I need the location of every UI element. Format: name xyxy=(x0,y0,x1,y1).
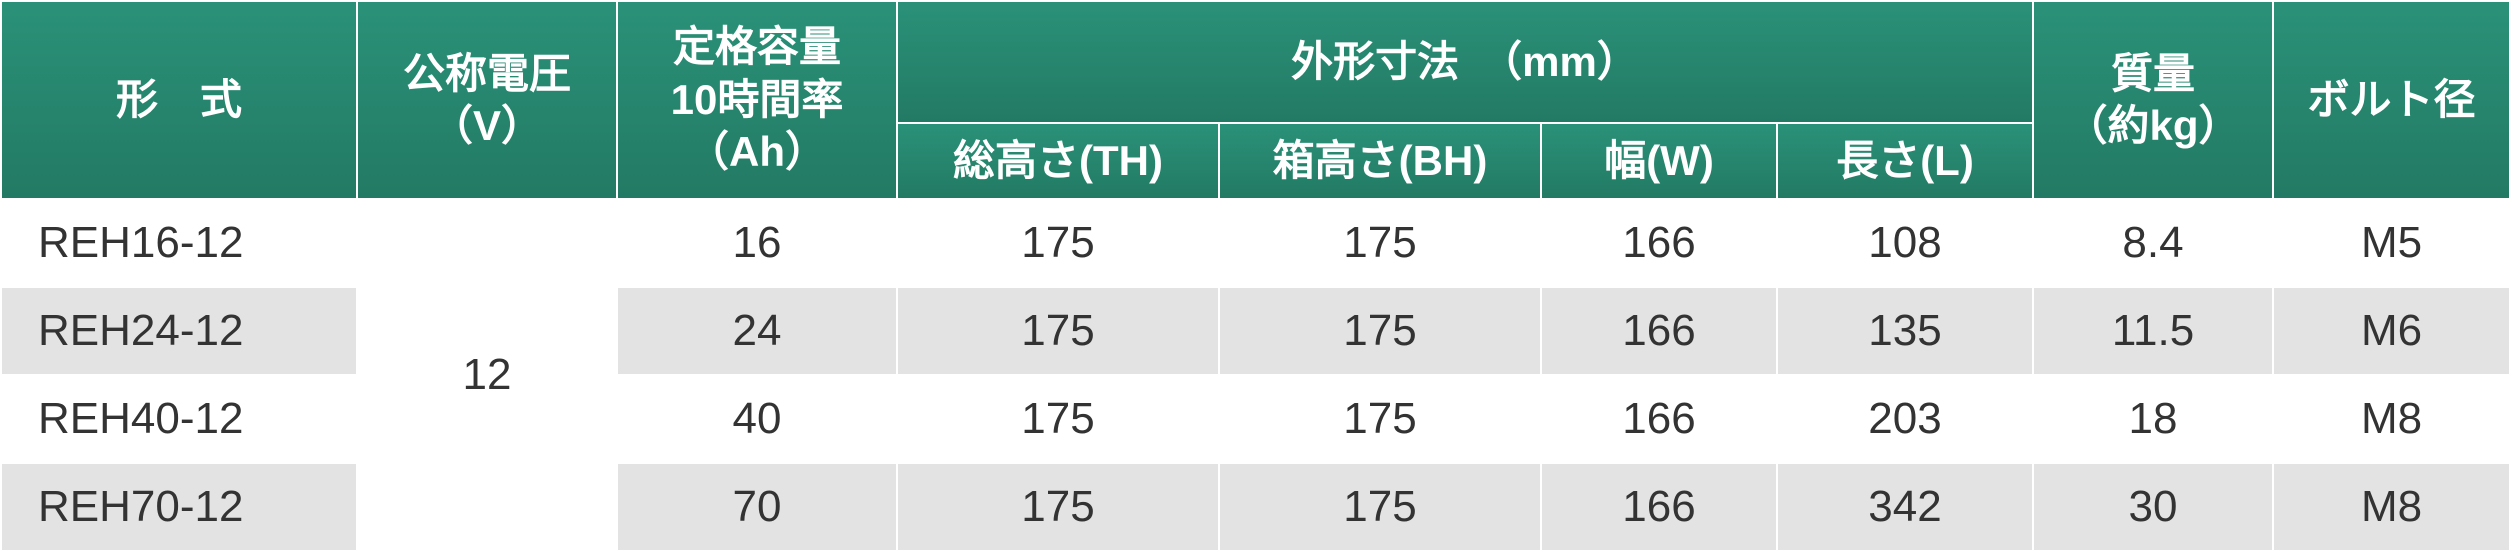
cell-model: REH16-12 xyxy=(1,199,357,287)
table-row: REH16-12 12 16 175 175 166 108 8.4 M5 xyxy=(1,199,2509,287)
cell-mass: 18 xyxy=(2033,375,2273,463)
col-header-dimensions-group: 外形寸法 （mm） xyxy=(897,1,2033,123)
col-header-bh: 箱高さ(BH) xyxy=(1219,123,1541,199)
cell-l: 108 xyxy=(1777,199,2033,287)
cell-th: 175 xyxy=(897,375,1219,463)
cell-l: 203 xyxy=(1777,375,2033,463)
col-header-bolt: ボルト径 xyxy=(2273,1,2509,199)
cell-bolt: M8 xyxy=(2273,375,2509,463)
cell-capacity: 40 xyxy=(617,375,897,463)
cell-bolt: M6 xyxy=(2273,287,2509,375)
cell-model: REH70-12 xyxy=(1,463,357,551)
cell-bolt: M5 xyxy=(2273,199,2509,287)
cell-l: 342 xyxy=(1777,463,2033,551)
cell-mass: 8.4 xyxy=(2033,199,2273,287)
cell-bh: 175 xyxy=(1219,463,1541,551)
col-header-voltage: 公称電圧（V） xyxy=(357,1,617,199)
cell-th: 175 xyxy=(897,463,1219,551)
cell-capacity: 16 xyxy=(617,199,897,287)
cell-capacity: 24 xyxy=(617,287,897,375)
cell-mass: 30 xyxy=(2033,463,2273,551)
cell-w: 166 xyxy=(1541,199,1777,287)
cell-bh: 175 xyxy=(1219,375,1541,463)
cell-bolt: M8 xyxy=(2273,463,2509,551)
cell-th: 175 xyxy=(897,199,1219,287)
col-header-mass: 質量（約kg） xyxy=(2033,1,2273,199)
cell-w: 166 xyxy=(1541,375,1777,463)
battery-spec-table: 形 式 公称電圧（V） 定格容量10時間率（Ah） 外形寸法 （mm） 質量（約… xyxy=(0,0,2509,552)
col-header-l: 長さ(L) xyxy=(1777,123,2033,199)
cell-model: REH24-12 xyxy=(1,287,357,375)
col-header-w: 幅(W) xyxy=(1541,123,1777,199)
cell-bh: 175 xyxy=(1219,287,1541,375)
cell-w: 166 xyxy=(1541,463,1777,551)
col-header-th: 総高さ(TH) xyxy=(897,123,1219,199)
col-header-capacity: 定格容量10時間率（Ah） xyxy=(617,1,897,199)
cell-l: 135 xyxy=(1777,287,2033,375)
cell-capacity: 70 xyxy=(617,463,897,551)
col-header-model: 形 式 xyxy=(1,1,357,199)
cell-mass: 11.5 xyxy=(2033,287,2273,375)
cell-voltage: 12 xyxy=(357,199,617,551)
cell-w: 166 xyxy=(1541,287,1777,375)
cell-bh: 175 xyxy=(1219,199,1541,287)
cell-model: REH40-12 xyxy=(1,375,357,463)
cell-th: 175 xyxy=(897,287,1219,375)
